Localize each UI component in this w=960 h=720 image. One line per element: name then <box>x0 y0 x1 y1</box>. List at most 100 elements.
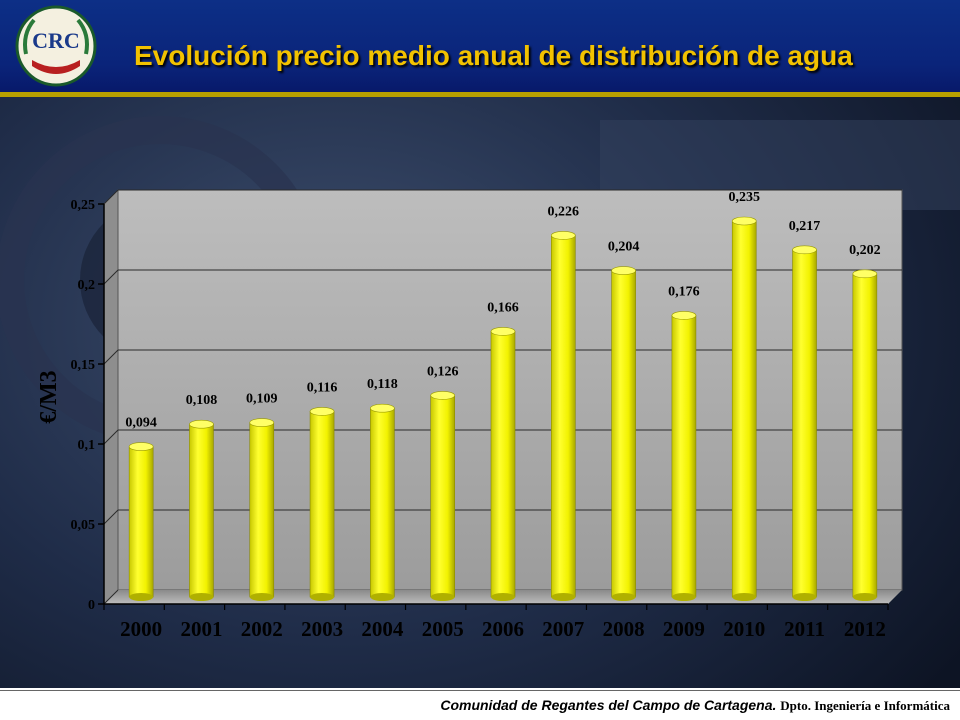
bar-2009 <box>671 311 697 601</box>
bar-base <box>310 593 335 601</box>
bar-cap <box>671 311 697 320</box>
bar-2002 <box>249 418 275 601</box>
bar-2005 <box>430 391 455 601</box>
footer-credit: Comunidad de Regantes del Campo de Carta… <box>440 697 950 714</box>
bar-base <box>551 593 576 601</box>
data-label: 0,118 <box>367 377 398 392</box>
gridline-side <box>103 589 119 605</box>
data-label: 0,126 <box>427 364 459 379</box>
logo-lettering: CRC <box>32 28 80 53</box>
bar-body <box>792 249 817 598</box>
x-tick-label: 2005 <box>422 617 464 641</box>
bar-body <box>852 273 878 598</box>
bar-base <box>249 593 274 601</box>
y-tick-label: 0 <box>88 598 95 613</box>
bar-body <box>309 411 335 598</box>
bar-cap <box>490 327 516 336</box>
bar-base <box>430 593 455 601</box>
x-tick-label: 2006 <box>482 617 524 641</box>
data-label: 0,235 <box>728 190 760 205</box>
plot-side-wall <box>104 190 118 604</box>
data-label: 0,204 <box>608 240 640 255</box>
bar-2008 <box>611 266 636 601</box>
footer-bar <box>0 688 960 720</box>
bar-2003 <box>309 407 335 601</box>
footer-organization: Comunidad de Regantes del Campo de Carta… <box>440 697 777 713</box>
x-tick-label: 2004 <box>361 617 404 641</box>
x-tick-label: 2009 <box>663 617 705 641</box>
bar-cap <box>731 216 757 226</box>
y-tick-label: 0,25 <box>71 198 96 213</box>
x-tick-label: 2003 <box>301 617 343 641</box>
bar-base <box>491 593 515 601</box>
bar-body <box>731 220 757 598</box>
bar-base <box>852 593 877 601</box>
bar-body <box>128 446 154 598</box>
x-tick-label: 2001 <box>180 617 222 641</box>
page-title: Evolución precio medio anual de distribu… <box>134 40 853 71</box>
gridline-side <box>103 509 119 525</box>
gridline-side <box>103 269 119 285</box>
x-tick-label: 2002 <box>241 617 283 641</box>
bar-body <box>490 331 516 598</box>
bar-cap <box>430 391 455 400</box>
gridline-side <box>103 429 119 445</box>
footer-divider <box>0 690 960 691</box>
association-emblem-icon: CRC <box>15 5 97 87</box>
x-tick-label: 2000 <box>120 617 162 641</box>
bar-cap <box>792 245 817 255</box>
y-axis-label: €/M3 <box>36 370 62 423</box>
y-tick-label: 0,05 <box>71 518 96 533</box>
bar-body <box>430 395 455 598</box>
bar-2011 <box>792 245 817 601</box>
bar-body <box>551 235 576 598</box>
bar-2000 <box>128 442 154 601</box>
bar-cap <box>309 407 335 416</box>
data-label: 0,166 <box>487 300 519 315</box>
bar-base <box>732 593 757 601</box>
x-tick-label: 2012 <box>844 617 886 641</box>
bar-2012 <box>852 269 878 601</box>
bar-2007 <box>551 231 576 601</box>
header-divider <box>0 92 960 97</box>
y-tick-label: 0,15 <box>71 358 96 373</box>
bar-cap <box>128 442 154 451</box>
bar-base <box>370 593 395 601</box>
bar-cap <box>189 419 214 429</box>
bar-2010 <box>731 216 757 601</box>
bar-cap <box>249 418 275 427</box>
bar-body <box>189 423 214 598</box>
data-label: 0,108 <box>186 393 218 408</box>
bar-body <box>249 422 275 598</box>
bar-cap <box>370 403 395 413</box>
bar-body <box>370 407 395 598</box>
bar-cap <box>611 266 636 275</box>
bar-body <box>611 270 636 598</box>
bar-2001 <box>189 419 214 601</box>
bar-base <box>611 593 636 601</box>
data-label: 0,109 <box>246 392 278 407</box>
gridline-side <box>103 189 119 205</box>
bar-body <box>671 315 697 598</box>
data-label: 0,217 <box>789 219 821 234</box>
bar-cap <box>551 231 576 240</box>
y-tick-label: 0,2 <box>78 278 96 293</box>
data-label: 0,176 <box>668 284 700 299</box>
x-tick-label: 2011 <box>784 617 825 641</box>
y-tick-label: 0,1 <box>78 438 96 453</box>
header-band <box>0 0 960 92</box>
x-tick-label: 2010 <box>723 617 765 641</box>
data-label: 0,226 <box>548 204 580 219</box>
footer-department: Dpto. Ingeniería e Informática <box>780 698 950 713</box>
bar-base <box>129 593 154 601</box>
bar-2004 <box>370 403 395 601</box>
gridline-side <box>103 349 119 365</box>
bar-cap <box>852 269 878 279</box>
bar-base <box>671 593 696 601</box>
data-label: 0,202 <box>849 243 881 258</box>
data-label: 0,094 <box>125 416 157 431</box>
x-tick-label: 2007 <box>542 617 584 641</box>
bar-base <box>189 593 214 601</box>
bar-base <box>792 593 817 601</box>
